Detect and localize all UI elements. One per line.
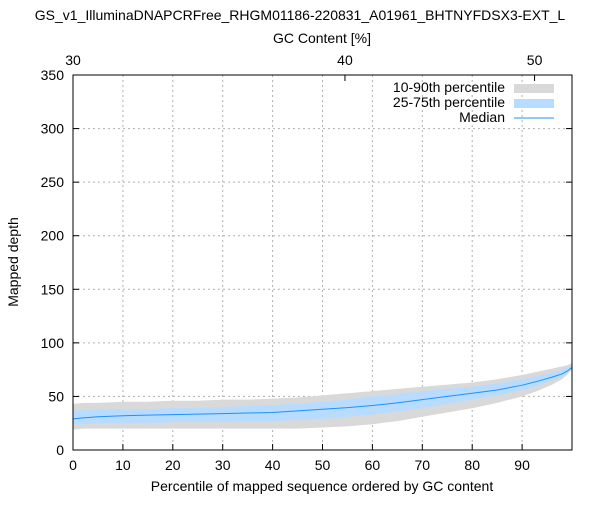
x2-tick-label: 30 — [65, 52, 81, 68]
y-tick-label: 0 — [56, 442, 64, 458]
x-tick-label: 60 — [365, 457, 381, 473]
y-tick-label: 200 — [41, 228, 65, 244]
top-axis-label: GC Content [%] — [273, 30, 371, 46]
x-tick-label: 0 — [69, 457, 77, 473]
legend-label-10-90: 10-90th percentile — [393, 79, 505, 95]
y-tick-label: 250 — [41, 174, 65, 190]
x2-tick-label: 50 — [527, 52, 543, 68]
x-tick-label: 40 — [265, 457, 281, 473]
x-tick-label: 30 — [215, 457, 231, 473]
legend-swatch-25-75 — [514, 99, 554, 108]
chart-title: GS_v1_IlluminaDNAPCRFree_RHGM01186-22083… — [35, 7, 566, 23]
median-line — [72, 367, 573, 420]
x-tick-label: 10 — [115, 457, 131, 473]
legend-label-median: Median — [459, 109, 505, 125]
y-axis-label: Mapped depth — [5, 217, 21, 307]
legend-label-25-75: 25-75th percentile — [393, 94, 505, 110]
y-tick-label: 100 — [41, 335, 65, 351]
x-tick-label: 20 — [165, 457, 181, 473]
band-25-75-percentile — [73, 365, 572, 425]
y-tick-label: 50 — [48, 388, 64, 404]
x-tick-label: 90 — [514, 457, 530, 473]
legend: 10-90th percentile 25-75th percentile Me… — [393, 79, 554, 125]
legend-swatch-10-90 — [514, 84, 554, 93]
x-tick-label: 70 — [415, 457, 431, 473]
x-axis-label: Percentile of mapped sequence ordered by… — [151, 478, 494, 494]
tick-layer: 0 10 20 30 40 50 60 70 80 90 0 50 100 150 200 250 300 350… — [41, 52, 572, 473]
y-tick-label: 300 — [41, 121, 65, 137]
line-layer — [72, 367, 573, 420]
y-tick-label: 150 — [41, 281, 65, 297]
x-tick-label: 80 — [464, 457, 480, 473]
y-tick-label: 350 — [41, 67, 65, 83]
band-layer — [73, 363, 572, 430]
x2-tick-label: 40 — [337, 52, 353, 68]
x-tick-label: 50 — [315, 457, 331, 473]
